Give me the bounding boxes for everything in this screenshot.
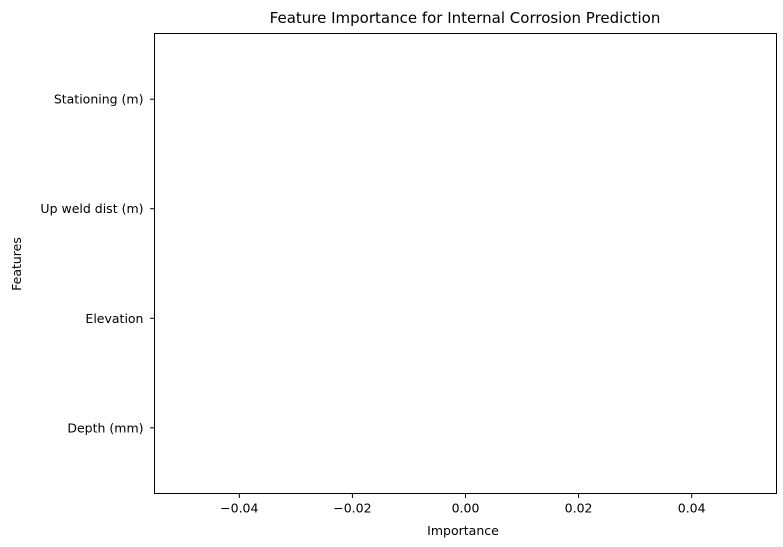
x-tick-label: −0.04 [220, 501, 258, 516]
x-tick-label: 0.02 [565, 501, 593, 516]
x-axis-label: Importance [427, 523, 499, 538]
y-tick-label: Up weld dist (m) [40, 201, 143, 216]
x-tick-label: 0.04 [678, 501, 706, 516]
x-axis-ticks: −0.04 −0.02 0.00 0.02 0.04 [220, 493, 706, 516]
chart-title: Feature Importance for Internal Corrosio… [270, 9, 661, 27]
plot-area [154, 33, 777, 494]
x-tick-label: −0.02 [333, 501, 371, 516]
y-tick-label: Depth (mm) [67, 420, 143, 435]
y-axis-ticks: Depth (mm) Elevation Up weld dist (m) Stati… [40, 92, 155, 435]
y-axis-label: Features [9, 237, 24, 291]
y-tick-label: Elevation [85, 311, 143, 326]
x-tick-label: 0.00 [452, 501, 480, 516]
y-tick-label: Stationing (m) [54, 92, 144, 107]
